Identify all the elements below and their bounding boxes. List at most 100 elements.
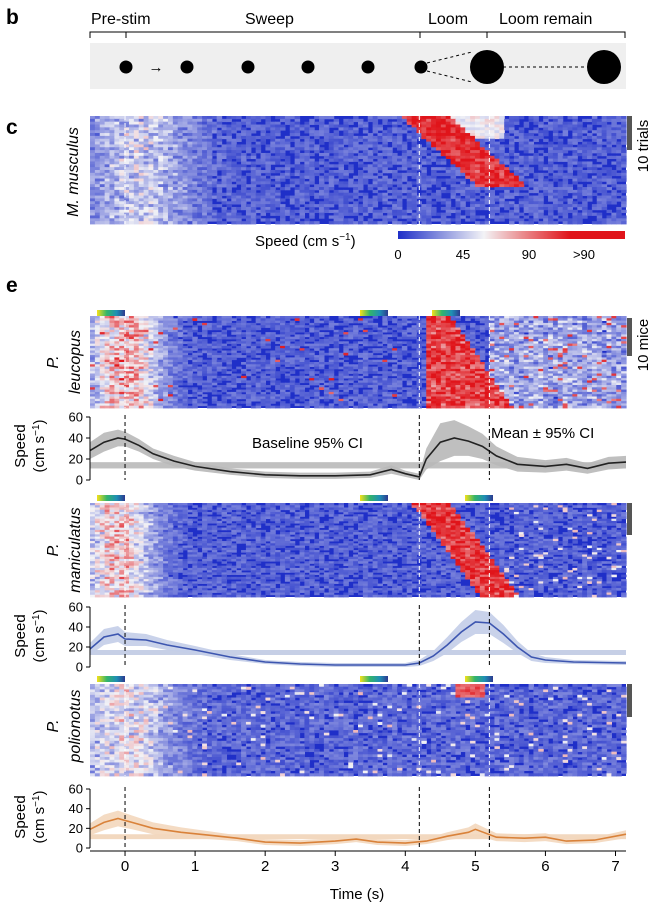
- heatmap-cell: [133, 195, 140, 199]
- heatmap-cell: [250, 215, 257, 219]
- heatmap-cell: [226, 192, 232, 196]
- heatmap-cell: [435, 116, 442, 120]
- heatmap-cell: [353, 150, 359, 154]
- heatmap-cell: [314, 327, 320, 331]
- heatmap-cell: [333, 118, 340, 123]
- heatmap-cell: [143, 318, 150, 321]
- heatmap-cell: [114, 329, 120, 333]
- heatmap-cell: [372, 350, 379, 354]
- heatmap-cell: [167, 195, 174, 199]
- heatmap-cell: [158, 206, 164, 211]
- heatmap-cell: [396, 155, 403, 160]
- heatmap-cell: [401, 316, 408, 319]
- heatmap-cell: [348, 150, 354, 154]
- heatmap-cell: [440, 116, 447, 120]
- heatmap-cell: [596, 135, 603, 140]
- heatmap-cell: [187, 116, 193, 120]
- heatmap-cell: [241, 127, 247, 131]
- heatmap-cell: [479, 121, 486, 125]
- heatmap-cell: [241, 343, 247, 347]
- heatmap-cell: [153, 192, 159, 196]
- heatmap-cell: [601, 130, 608, 134]
- heatmap-cell: [158, 316, 164, 319]
- heatmap-cell: [153, 334, 159, 338]
- heatmap-cell: [260, 339, 267, 342]
- loom-expansion-lines: [426, 51, 589, 83]
- heatmap-cell: [552, 204, 559, 208]
- heatmap-cell: [499, 161, 505, 165]
- heatmap-cell: [494, 155, 500, 160]
- heatmap-cell: [158, 164, 164, 168]
- heatmap-cell: [206, 316, 213, 319]
- heatmap-cell: [250, 322, 257, 326]
- heatmap-cell: [591, 167, 598, 171]
- heatmap-cell: [221, 345, 228, 349]
- heatmap-cell: [167, 206, 174, 211]
- heatmap-cell: [504, 152, 510, 157]
- heatmap-cell: [119, 218, 125, 222]
- heatmap-cell: [289, 138, 296, 142]
- heatmap-cell: [548, 170, 554, 174]
- heatmap-cell: [148, 189, 154, 194]
- heatmap-cell: [284, 121, 291, 125]
- heatmap-cell: [562, 178, 569, 182]
- heatmap-cell: [128, 141, 135, 145]
- heatmap-cell: [513, 316, 520, 319]
- heatmap-cell: [187, 170, 193, 174]
- heatmap-cell: [328, 204, 335, 208]
- heatmap-cell: [119, 175, 125, 179]
- heatmap-cell: [133, 178, 140, 182]
- heatmap-cell: [470, 175, 476, 179]
- heatmap-cell: [104, 221, 111, 225]
- heatmap-cell: [372, 341, 379, 344]
- heatmap-cell: [265, 155, 271, 160]
- heatmap-cell: [255, 161, 262, 165]
- heatmap-cell: [499, 341, 505, 344]
- heatmap-cell: [153, 204, 159, 208]
- stimulus-dot: [119, 60, 133, 74]
- heatmap-cell: [494, 316, 500, 319]
- heatmap-cell: [494, 187, 500, 191]
- heatmap-cell: [396, 325, 403, 328]
- heatmap-cell: [216, 116, 223, 120]
- heatmap-cell: [538, 130, 544, 134]
- heatmap-cell: [294, 138, 301, 142]
- heatmap-cell: [90, 352, 96, 356]
- heatmap-cell: [358, 161, 364, 165]
- heatmap-cell: [119, 158, 125, 162]
- heatmap-cell: [401, 336, 408, 340]
- heatmap-cell: [353, 147, 359, 151]
- heatmap-cell: [358, 352, 364, 356]
- heatmap-cell: [202, 133, 208, 137]
- heatmap-cell: [338, 141, 344, 145]
- heatmap-cell: [104, 116, 111, 120]
- heatmap-cell: [241, 206, 247, 211]
- heatmap-cell: [489, 206, 496, 211]
- heatmap-cell: [250, 352, 257, 356]
- heatmap-cell: [163, 189, 169, 194]
- heatmap-cell: [231, 127, 237, 131]
- heatmap-cell: [250, 204, 257, 208]
- heatmap-cell: [348, 334, 354, 338]
- heatmap-cell: [621, 325, 627, 328]
- heatmap-cell: [99, 141, 106, 145]
- heatmap-cell: [275, 121, 281, 125]
- heatmap-cell: [552, 343, 559, 347]
- heatmap-cell: [206, 322, 213, 326]
- heatmap-cell: [538, 187, 544, 191]
- heatmap-cell: [562, 155, 569, 160]
- heatmap-cell: [348, 152, 354, 157]
- heatmap-cell: [367, 320, 374, 324]
- heatmap-cell: [431, 127, 437, 131]
- heatmap-cell: [523, 316, 530, 319]
- heatmap-cell: [567, 201, 573, 205]
- heatmap-cell: [133, 121, 140, 125]
- heatmap-cell: [440, 352, 447, 356]
- heatmap-cell: [470, 178, 476, 182]
- heatmap-cell: [270, 155, 276, 160]
- heatmap-cell: [270, 325, 276, 328]
- heatmap-cell: [148, 175, 154, 179]
- heatmap-cell: [596, 318, 603, 321]
- heatmap-cell: [470, 334, 476, 338]
- heatmap-cell: [440, 187, 447, 191]
